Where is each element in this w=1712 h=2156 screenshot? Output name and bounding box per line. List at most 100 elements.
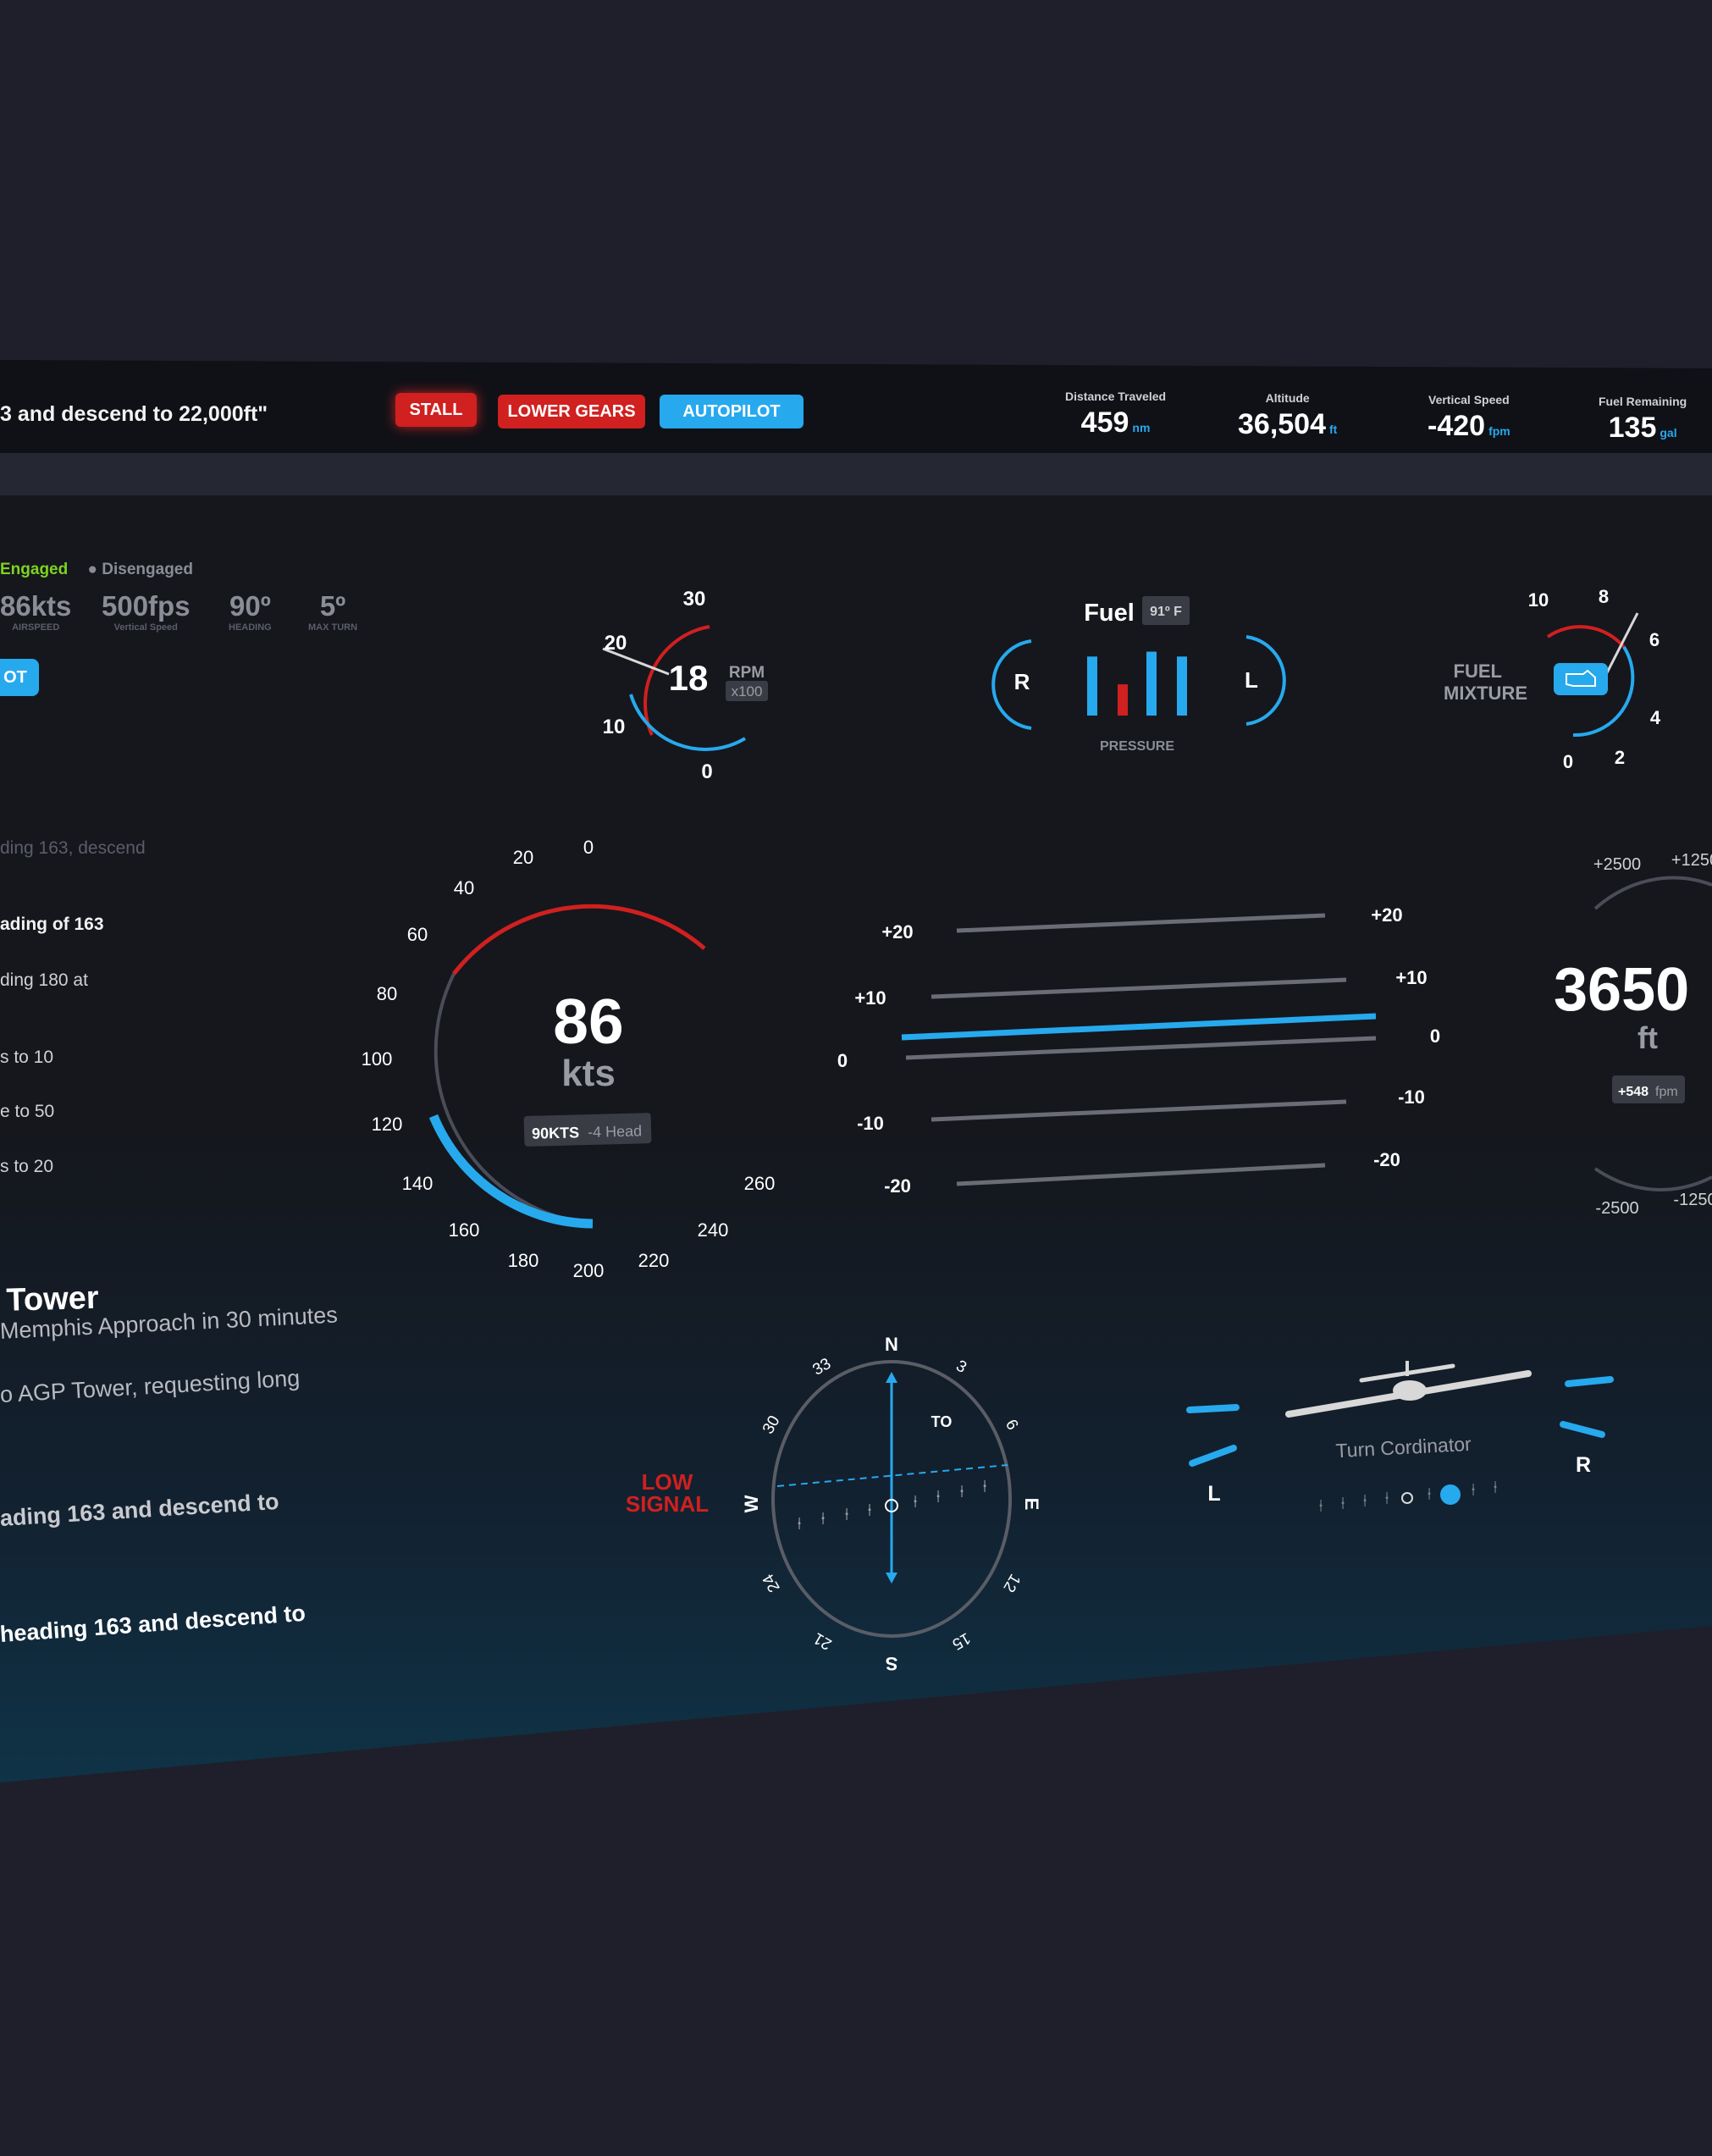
mixture-tick: 6: [1649, 629, 1660, 650]
airspeed-unit: kts: [561, 1053, 616, 1094]
airspeed-badge-main: 90KTS: [532, 1124, 580, 1142]
checklist-item[interactable]: ading of 163: [0, 915, 104, 934]
airspeed-ticks: 0 20 40 60 80 100 120 140 160 180 200 220 240 260: [362, 837, 776, 1281]
arrow-down-icon: [886, 1573, 897, 1584]
ap-label: MAX TURN: [308, 622, 358, 633]
compass-heading-line: [776, 1464, 1008, 1487]
altimeter-tick: -1250: [1673, 1191, 1712, 1209]
compass-label: 15: [949, 1628, 974, 1653]
fuel-title: Fuel: [1084, 600, 1135, 627]
airspeed-badge: [523, 1113, 652, 1147]
ap-value: 86kts: [0, 590, 72, 622]
fuel-pressure-bar: [1087, 656, 1097, 716]
altimeter-value: 3650: [1554, 956, 1689, 1024]
fuel-pressure-bar: [1118, 684, 1128, 716]
pitch-label: +10: [1395, 967, 1427, 988]
disengaged-label[interactable]: Disengaged: [102, 561, 193, 578]
svg-text:⍿: ⍿: [1471, 1481, 1475, 1500]
pitch-label: -20: [884, 1175, 911, 1197]
arrow-up-icon: [886, 1372, 897, 1383]
compass-label: 30: [759, 1412, 784, 1437]
altimeter-unit: ft: [1637, 1020, 1658, 1055]
svg-text:⍿: ⍿: [1362, 1492, 1367, 1511]
stat-unit: gal: [1660, 426, 1677, 439]
stat-value: -420: [1428, 410, 1486, 442]
low-signal-warning: LOW: [642, 1469, 693, 1495]
rpm-tick: 0: [701, 760, 712, 783]
engaged-label[interactable]: Engaged: [0, 561, 69, 578]
ap-value: 90º: [229, 590, 271, 622]
fuel-left-arc: [991, 639, 1032, 730]
stat-distance: Distance Traveled 459 nm: [1065, 390, 1166, 439]
airspeed-tick: 100: [362, 1048, 393, 1070]
rpm-gauge: 30 20 10 0 18 RPM x100: [602, 588, 768, 783]
stat-value: 459: [1080, 406, 1129, 439]
svg-text:⍿: ⍿: [820, 1510, 825, 1529]
pitch-line: [931, 1099, 1347, 1122]
mixture-label: FUEL: [1454, 661, 1502, 682]
rpm-arc-blue: [629, 694, 747, 751]
airspeed-tick: 200: [573, 1260, 605, 1281]
stat-altitude: Altitude 36,504 ft: [1238, 391, 1337, 441]
autopilot-toggle-button[interactable]: OT: [0, 659, 39, 696]
airspeed-tick: 220: [638, 1250, 670, 1271]
pitch-line: [956, 913, 1326, 933]
altimeter-gauge: +2500 +1250 -2500 -1250 3650 ft +548 fpm: [1554, 851, 1712, 1218]
mixture-engine-button[interactable]: [1554, 663, 1608, 695]
turn-left-mark: [1189, 1445, 1237, 1467]
autopilot-button[interactable]: AUTOPILOT: [660, 395, 804, 428]
altimeter-badge: [1612, 1075, 1685, 1103]
svg-text:⍿: ⍿: [1340, 1495, 1345, 1513]
svg-text:⍿: ⍿: [982, 1478, 986, 1496]
compass-gauge: LOW SIGNAL TO N 3 6 E 12 15 S 21 24 W 30 33 ⍿ ⍿ ⍿ ⍿…: [626, 1334, 1042, 1674]
compass-center-dot: [885, 1499, 898, 1512]
rpm-label: RPM: [729, 664, 765, 682]
compass-to-label: TO: [931, 1413, 953, 1430]
stall-button[interactable]: STALL: [395, 393, 477, 427]
rpm-tick: 30: [683, 588, 706, 611]
disengaged-dot: ●: [87, 561, 97, 578]
turn-left-mark: [1186, 1404, 1240, 1413]
ap-label: Vertical Speed: [113, 622, 178, 633]
svg-text:⍿: ⍿: [959, 1483, 964, 1501]
ap-vertical-speed: 500fps Vertical Speed: [102, 590, 191, 633]
fuel-gauge: Fuel 91º F R L PRESSURE: [991, 596, 1286, 754]
airspeed-tick: 80: [377, 983, 397, 1004]
mixture-gauge: FUEL MIXTURE 10 8 6 4 2 0: [1444, 586, 1661, 772]
stat-label: Fuel Remaining: [1599, 395, 1687, 408]
compass-label: W: [741, 1495, 762, 1512]
stat-fuel-remaining: Fuel Remaining 135 gal: [1599, 395, 1687, 445]
fuel-pressure-bar: [1146, 651, 1157, 716]
airspeed-tick: 140: [402, 1173, 434, 1194]
fuel-pressure-bar: [1177, 656, 1187, 716]
mixture-arc-red: [1546, 625, 1626, 649]
checklist-item[interactable]: s to 10: [0, 1048, 54, 1067]
stat-vertical-speed: Vertical Speed -420 fpm: [1428, 393, 1510, 443]
altimeter-badge-unit: fpm: [1655, 1085, 1678, 1099]
fuel-bars: [1087, 651, 1187, 716]
ap-airspeed: 86kts AIRSPEED: [0, 590, 71, 633]
current-command: 3 and descend to 22,000ft": [0, 402, 268, 426]
lower-gears-button[interactable]: LOWER GEARS: [498, 395, 645, 428]
checklist-item[interactable]: e to 50: [0, 1102, 55, 1121]
fuel-temp-badge: [1142, 596, 1190, 625]
fuel-caption: PRESSURE: [1100, 739, 1174, 754]
airspeed-value: 86: [553, 986, 623, 1057]
altimeter-tick: -2500: [1595, 1199, 1638, 1218]
airspeed-arc-red: [452, 904, 706, 976]
mixture-tick: 8: [1599, 586, 1609, 607]
pitch-label: -20: [1373, 1149, 1400, 1170]
checklist-item[interactable]: ding 180 at: [0, 970, 88, 990]
low-signal-warning: SIGNAL: [626, 1491, 709, 1517]
turn-right-label: R: [1576, 1453, 1591, 1477]
svg-text:⍿: ⍿: [1384, 1490, 1389, 1508]
altimeter-arc-top: [1593, 876, 1712, 910]
checklist-item[interactable]: s to 20: [0, 1157, 54, 1176]
mixture-tick: 0: [1563, 751, 1573, 772]
airspeed-tick: 120: [372, 1114, 403, 1135]
compass-label: 21: [810, 1628, 835, 1653]
ap-label: HEADING: [229, 622, 272, 633]
airspeed-tick: 180: [508, 1250, 539, 1271]
